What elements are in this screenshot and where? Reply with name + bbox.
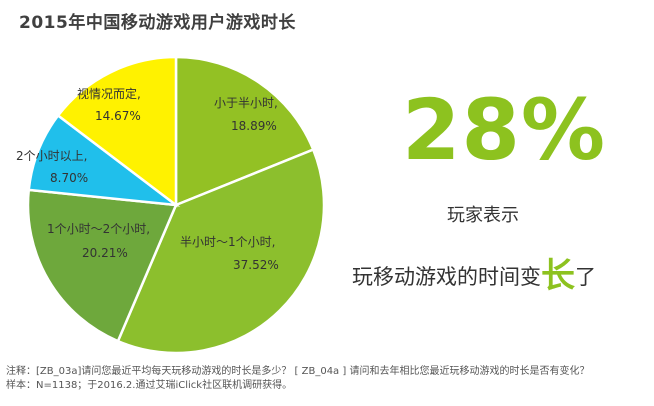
pie-slice-1 xyxy=(116,147,326,355)
slice-label-4: 视情况而定, xyxy=(77,86,141,101)
highlight-line2-emph: 长 xyxy=(541,256,575,296)
highlight-line1: 玩家表示 xyxy=(447,205,519,226)
slice-label-2: 1个小时～2个小时, xyxy=(47,222,150,236)
chart-title: 2015年中国移动游戏用户游戏时长 xyxy=(19,13,296,33)
footnote-question: 注释：[ZB_03a]请问您最近平均每天玩移动游戏的时长是多少？ [ ZB_04… xyxy=(6,366,590,377)
pie-slice-0 xyxy=(174,55,315,207)
slice-value-2: 20.21% xyxy=(82,246,128,260)
slice-label-0: 小于半小时, xyxy=(214,96,278,110)
pie-slice-2 xyxy=(26,188,178,343)
pie-slice-4 xyxy=(56,55,178,208)
highlight-line2-pre: 玩移动游戏的时间变 xyxy=(352,265,541,289)
slice-value-4: 14.67% xyxy=(95,109,141,123)
highlight-percent: 28% xyxy=(402,81,607,179)
footnote-sample: 样本：N=1138；于2016.2.通过艾瑞iClick社区联机调研获得。 xyxy=(6,380,293,391)
slice-label-3: 2个小时以上, xyxy=(16,149,87,163)
slice-value-1: 37.52% xyxy=(233,258,279,272)
slice-value-0: 18.89% xyxy=(231,119,277,133)
highlight-line2-post: 了 xyxy=(575,265,596,289)
slice-label-1: 半小时～1个小时, xyxy=(180,235,275,249)
slice-value-3: 8.70% xyxy=(50,171,88,185)
highlight-line2: 玩移动游戏的时间变长了 xyxy=(352,248,596,297)
